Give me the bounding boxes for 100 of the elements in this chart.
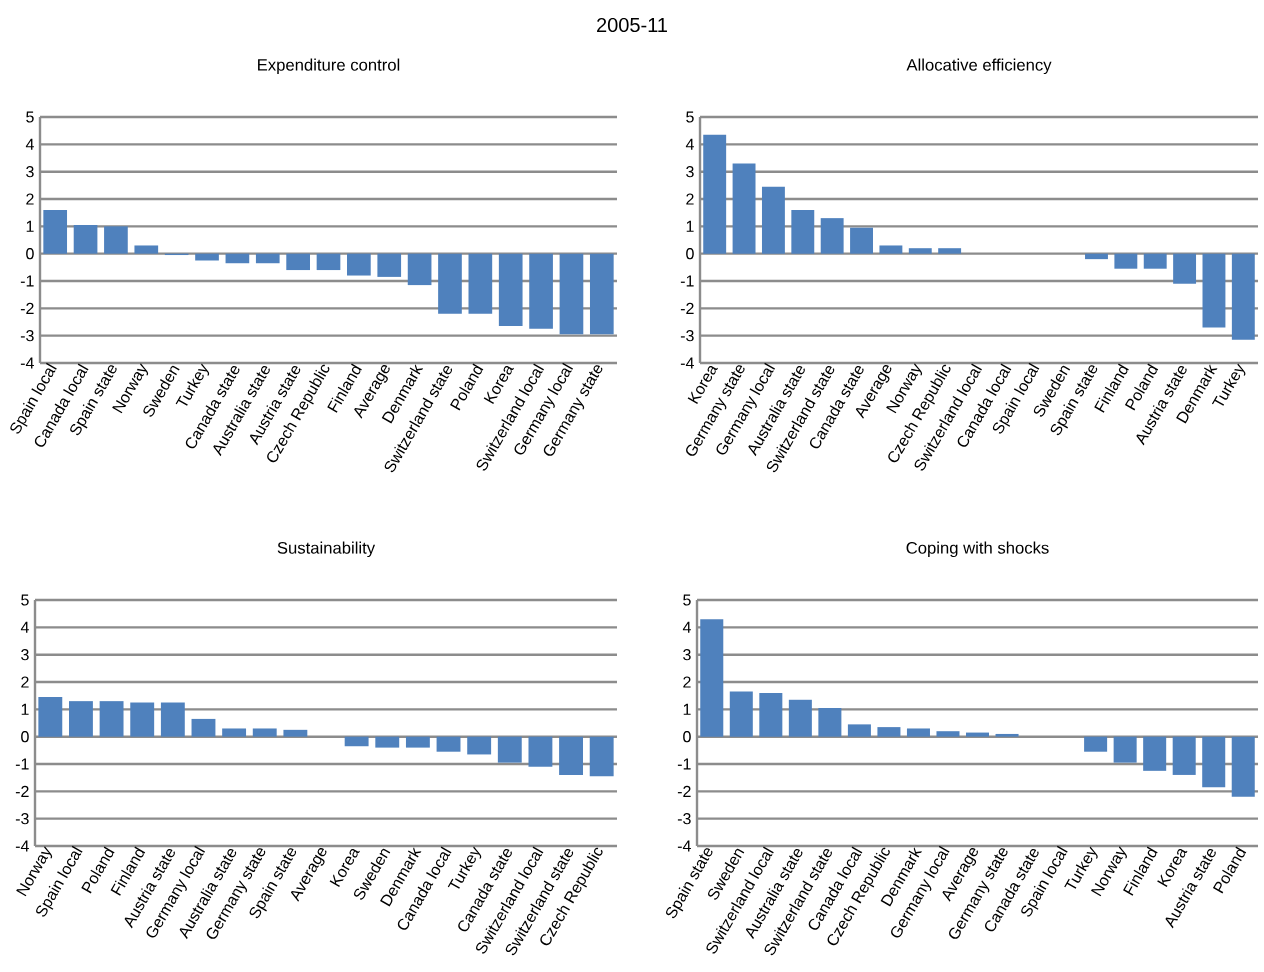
bar: [468, 253, 493, 314]
bar: [255, 253, 280, 264]
y-tick-label: -1: [677, 758, 691, 770]
y-tick-label: 1: [686, 220, 694, 232]
y-tick-label: 5: [26, 111, 34, 123]
y-tick-label: 2: [21, 676, 29, 688]
bar: [283, 729, 308, 737]
bar: [589, 253, 614, 335]
bar: [1114, 253, 1138, 269]
bar: [820, 218, 844, 254]
bar: [1143, 736, 1167, 771]
bar: [38, 697, 63, 737]
bar: [130, 702, 155, 737]
bar: [69, 701, 93, 737]
y-tick-label: 4: [682, 621, 691, 633]
bar: [344, 736, 369, 747]
bar: [43, 209, 68, 254]
bar: [160, 702, 185, 737]
y-tick-label: 3: [683, 649, 691, 661]
y-tick-label: -1: [20, 275, 34, 287]
y-tick-label: -1: [680, 275, 694, 287]
bar: [1143, 253, 1167, 269]
y-tick-label: -3: [20, 330, 34, 342]
y-tick-label: 3: [686, 166, 694, 178]
chart-title: Sustainability: [277, 541, 376, 558]
y-tick-label: 0: [686, 248, 694, 260]
y-tick-label: 4: [20, 621, 29, 633]
bar: [1173, 253, 1197, 284]
bar: [99, 701, 124, 737]
bar: [347, 253, 371, 276]
y-tick-label: -3: [15, 813, 29, 825]
bar: [732, 163, 756, 254]
y-tick-label: 2: [683, 676, 691, 688]
bar: [498, 253, 523, 327]
y-tick-label: 0: [683, 731, 691, 743]
bar: [438, 253, 462, 314]
bar: [729, 691, 753, 737]
chart-title: Coping with shocks: [906, 541, 1049, 558]
bar: [1085, 253, 1108, 260]
y-tick-label: -2: [680, 302, 694, 314]
bar: [1113, 736, 1137, 763]
bar: [847, 724, 871, 737]
y-tick-label: -3: [680, 330, 694, 342]
bar: [436, 736, 461, 752]
bar: [104, 226, 128, 254]
y-tick-label: 1: [26, 220, 34, 232]
bar: [559, 253, 584, 335]
y-tick-label: 3: [26, 166, 34, 178]
bar: [589, 736, 614, 777]
y-tick-label: 2: [686, 193, 694, 205]
y-tick-label: 2: [26, 193, 34, 205]
bar: [938, 248, 962, 254]
bar: [906, 728, 930, 737]
bar: [818, 707, 842, 737]
y-tick-label: 5: [683, 594, 691, 606]
bar: [700, 619, 724, 737]
bar: [703, 134, 727, 254]
bar: [791, 209, 815, 254]
bar: [877, 727, 901, 737]
bar: [225, 253, 250, 264]
bar: [377, 253, 402, 277]
bar: [1202, 736, 1226, 788]
y-tick-label: -2: [677, 785, 691, 797]
bar: [528, 736, 553, 767]
bar: [73, 224, 98, 254]
y-tick-label: -3: [677, 813, 691, 825]
bar: [761, 186, 785, 254]
bar: [965, 732, 990, 737]
bar: [759, 692, 783, 737]
bar: [286, 253, 310, 271]
bar: [222, 728, 247, 737]
bar: [195, 253, 219, 261]
bar: [850, 227, 873, 254]
bar: [1231, 736, 1255, 797]
bar: [1172, 736, 1196, 775]
y-tick-label: -2: [15, 785, 29, 797]
y-tick-label: 4: [685, 138, 694, 150]
y-tick-label: 0: [26, 248, 34, 260]
bar: [375, 736, 400, 748]
y-tick-label: -4: [677, 840, 691, 852]
bar: [1202, 253, 1226, 328]
bar: [316, 253, 341, 271]
bar: [252, 728, 277, 737]
y-tick-label: -2: [20, 302, 34, 314]
bar: [908, 248, 932, 254]
y-tick-label: -1: [15, 758, 29, 770]
y-tick-label: 0: [21, 731, 29, 743]
text: 2005-11: [597, 17, 667, 33]
y-tick-label: 3: [21, 649, 29, 661]
chart-title: Expenditure control: [258, 58, 400, 75]
bar: [467, 736, 492, 755]
bar: [1084, 736, 1108, 752]
y-tick-label: 4: [25, 138, 34, 150]
bar: [995, 733, 1019, 737]
bar: [497, 736, 522, 763]
chart-title: Allocative efficiency: [906, 58, 1052, 75]
bar: [788, 699, 812, 737]
y-tick-label: 5: [21, 594, 29, 606]
bar: [879, 245, 903, 254]
bar: [191, 718, 216, 737]
